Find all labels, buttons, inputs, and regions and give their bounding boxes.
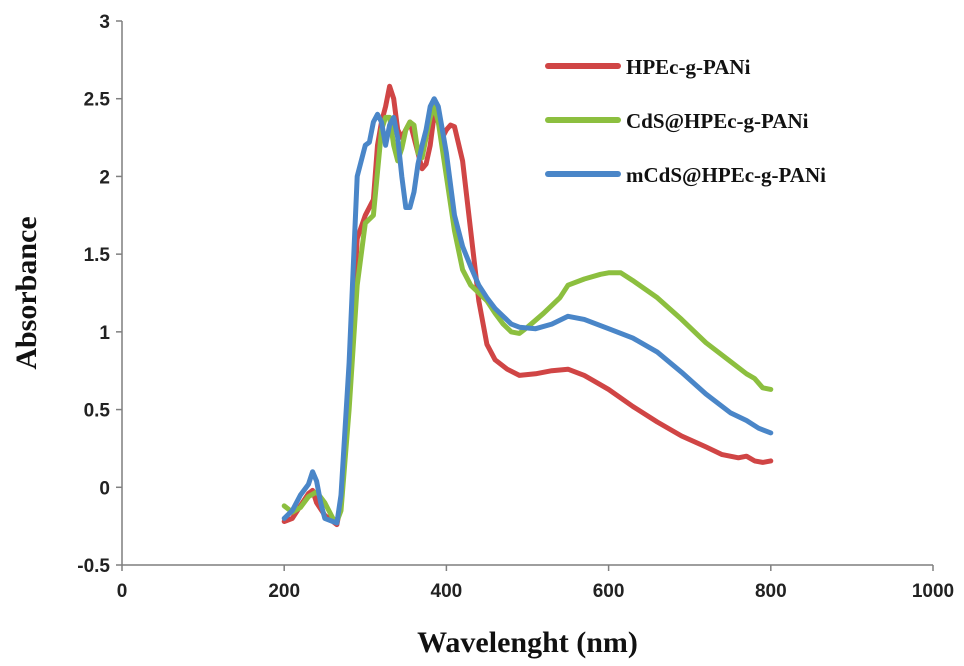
series-lines [281, 83, 774, 528]
legend-label-1: HPEc-g-PANi [626, 55, 751, 79]
y-tick-label: 3 [99, 12, 110, 33]
series-line-2 [281, 104, 774, 524]
y-tick-label: 2.5 [84, 90, 111, 111]
y-axis-title: Absorbance [10, 216, 43, 369]
ticks: -0.5 0 0.5 1 1.5 2 2.5 3 0 200 400 600 800 1000 [77, 12, 954, 602]
y-tick-label: 1 [99, 323, 110, 344]
legend-label-3: mCdS@HPEc-g-PANi [626, 163, 826, 187]
legend: HPEc-g-PANi CdS@HPEc-g-PANi mCdS@HPEc-g-PA… [545, 55, 826, 187]
x-tick-label: 400 [431, 581, 463, 602]
y-tick-label: 1.5 [84, 245, 111, 266]
x-tick-label: 600 [593, 581, 625, 602]
x-tick-label: 1000 [912, 581, 954, 602]
y-tick-label: 0 [99, 478, 110, 499]
y-tick-label: 0.5 [84, 401, 111, 422]
axes [121, 21, 933, 566]
legend-label-2: CdS@HPEc-g-PANi [626, 109, 809, 133]
x-tick-label: 200 [268, 581, 300, 602]
series-line-3 [281, 96, 774, 526]
x-tick-label: 0 [117, 581, 128, 602]
y-tick-label: -0.5 [77, 556, 110, 577]
x-tick-label: 800 [755, 581, 787, 602]
y-tick-label: 2 [99, 167, 110, 188]
x-axis-title: Wavelenght (nm) [417, 626, 638, 659]
